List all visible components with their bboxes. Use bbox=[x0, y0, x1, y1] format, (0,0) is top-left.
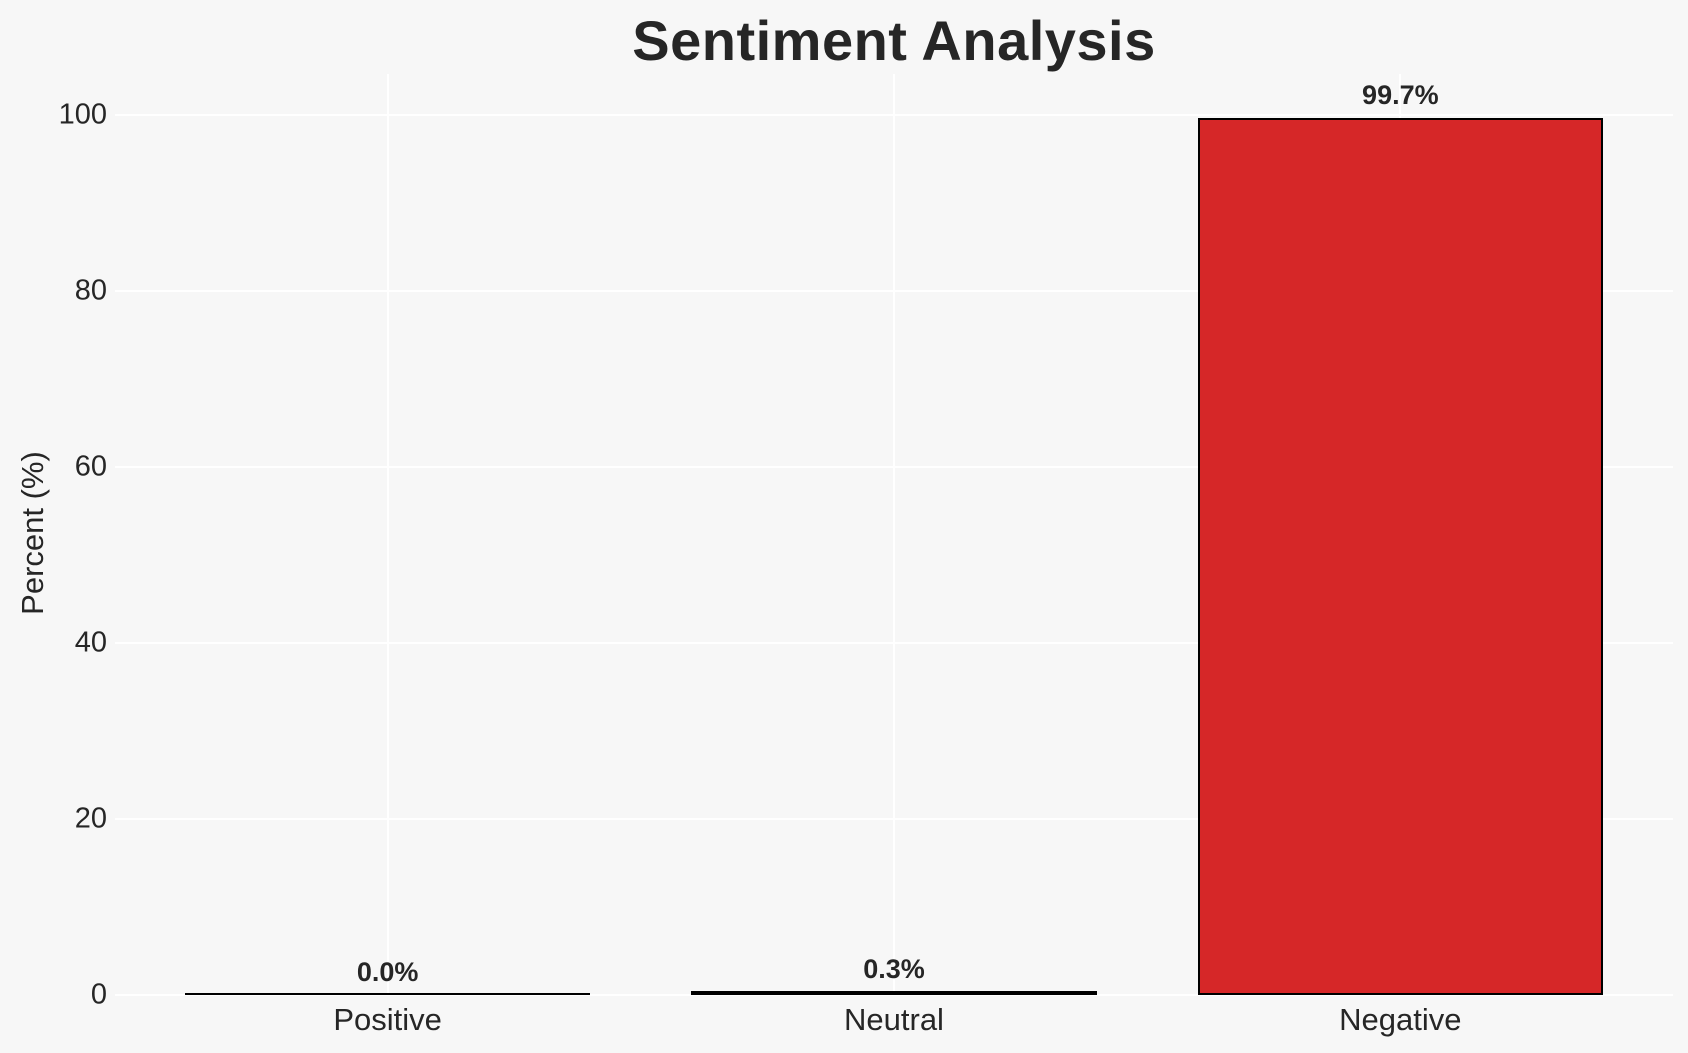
x-tick-neutral: Neutral bbox=[844, 1002, 944, 1037]
bar-value-negative: 99.7% bbox=[1362, 79, 1439, 110]
bar-value-positive: 0.0% bbox=[356, 957, 419, 987]
category-slot-negative: 99.7% Negative bbox=[1197, 74, 1603, 1035]
y-tick-0: 0 bbox=[90, 978, 107, 1011]
chart-title: Sentiment Analysis bbox=[632, 9, 1156, 72]
y-tick-80: 80 bbox=[74, 274, 107, 307]
v-gridline-neutral bbox=[892, 74, 895, 995]
category-slot-positive: 0.0% Positive bbox=[185, 74, 591, 1035]
y-tick-40: 40 bbox=[74, 626, 107, 659]
category-slot-neutral: 0.3% Neutral bbox=[691, 74, 1097, 1035]
y-tick-20: 20 bbox=[74, 802, 107, 835]
plot-area: 0.0% Positive 0.3% Neutral 99.7% Negativ… bbox=[115, 74, 1673, 1035]
v-gridline-positive bbox=[386, 74, 389, 995]
bar-negative bbox=[1197, 117, 1603, 995]
y-tick-100: 100 bbox=[58, 98, 107, 131]
bar-value-neutral: 0.3% bbox=[863, 954, 925, 985]
x-tick-negative: Negative bbox=[1339, 1002, 1462, 1037]
y-axis: 0 20 40 60 80 100 bbox=[0, 74, 107, 1009]
x-tick-positive: Positive bbox=[333, 1002, 442, 1037]
bar-positive bbox=[185, 993, 591, 995]
bar-neutral bbox=[691, 991, 1097, 995]
h-gridline-0 bbox=[115, 994, 1673, 996]
y-tick-60: 60 bbox=[74, 450, 107, 483]
